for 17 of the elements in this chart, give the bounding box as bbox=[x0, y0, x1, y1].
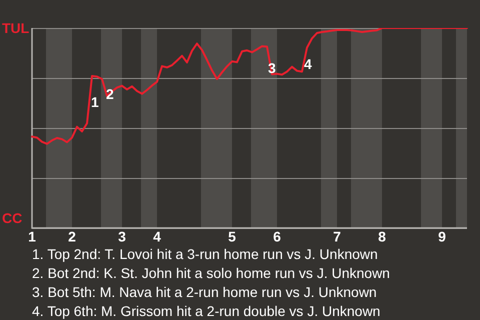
text: 3. Bot 5th: M. Nava hit a 2-run home run vs J. Unknown bbox=[32, 283, 378, 302]
x-tick-label: 9 bbox=[438, 228, 446, 244]
annotation: 4 bbox=[304, 56, 312, 72]
text: TUL bbox=[2, 20, 30, 36]
x-tick-label: 7 bbox=[333, 228, 342, 244]
text: 2. Bot 2nd: K. St. John hit a solo home run vs J. Unknown bbox=[32, 264, 390, 283]
x-tick-label: 2 bbox=[68, 228, 76, 244]
x-tick-label: 1 bbox=[28, 228, 36, 244]
x-tick-label: 6 bbox=[273, 228, 282, 244]
x-tick-label: 3 bbox=[118, 228, 126, 244]
x-tick-label: 5 bbox=[228, 228, 236, 244]
text: 1. Top 2nd: T. Lovoi hit a 3-run home run vs J. Unknown bbox=[32, 245, 379, 264]
x-tick-label: 4 bbox=[153, 228, 162, 244]
text: 4. Top 6th: M. Grissom hit a 2-run double vs J. Unknown bbox=[32, 302, 382, 320]
text: CC bbox=[2, 210, 22, 226]
x-tick-label: 8 bbox=[378, 228, 386, 244]
annotation: 1 bbox=[91, 94, 99, 110]
